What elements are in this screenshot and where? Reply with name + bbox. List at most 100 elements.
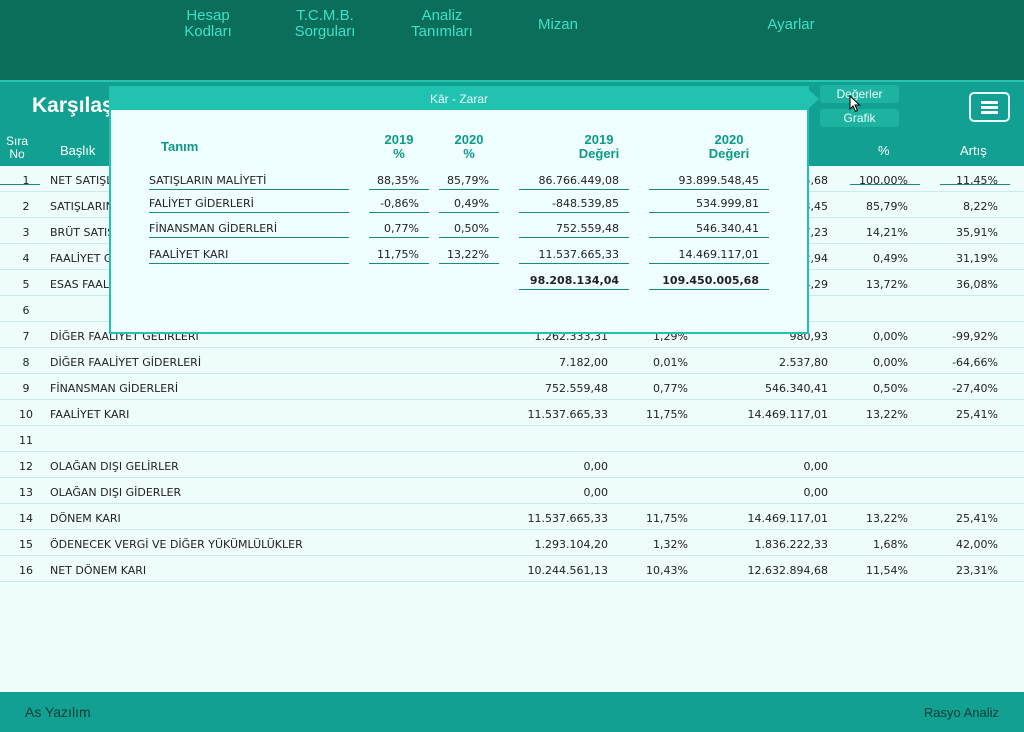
cell-p2019: 1,32% <box>653 538 688 551</box>
cell-no: 12 <box>19 460 33 473</box>
popup-cell-v2019: -848.539,85 <box>519 197 629 213</box>
cell-v2019: 1.293.104,20 <box>534 538 608 551</box>
table-row[interactable]: 8 DİĞER FAALİYET GİDERLERİ 7.182,00 0,01% 2.… <box>0 348 1024 374</box>
nav-tcmb-sorgulari[interactable]: T.C.M.B. Sorguları <box>294 7 356 40</box>
table-row[interactable]: 12 OLAĞAN DIŞI GELİRLER 0,00 0,00 <box>0 452 1024 478</box>
table-row[interactable]: 11 <box>0 426 1024 452</box>
page-title: Karşılaş <box>32 94 114 117</box>
cell-v2020: 2,94 <box>803 252 829 265</box>
tab-degerler[interactable]: Değerler <box>820 85 899 103</box>
cell-no: 5 <box>22 278 30 291</box>
cell-p2020: 13,22% <box>866 512 908 525</box>
header-baslik: Başlık <box>60 143 96 158</box>
kar-zarar-popup: Kâr - Zarar Tanım 2019% 2020% 2019 Değeri… <box>109 86 819 334</box>
popup-title: Kâr - Zarar <box>111 88 819 110</box>
cell-v2020: 0,00 <box>803 460 829 473</box>
cell-title: NET DÖNEM KARI <box>50 564 147 577</box>
popup-cell-p2020: 0,49% <box>439 197 499 213</box>
popup-cell-name: FAALİYET KARI <box>149 248 349 264</box>
nav-hesap-kodlari[interactable]: Hesap Kodları <box>184 7 232 40</box>
popup-header-2019-pct: 2019% <box>384 132 414 161</box>
cell-title: FİNANSMAN GİDERLERİ <box>50 382 179 395</box>
footer-app-name: Rasyo Analiz <box>923 705 999 720</box>
nav-mizan[interactable]: Mizan <box>537 16 578 33</box>
popup-total-2020: 109.450.005,68 <box>649 274 769 290</box>
cell-artis: -99,92% <box>952 330 998 343</box>
cell-no: 2 <box>22 200 30 213</box>
cell-underline <box>940 171 1010 185</box>
table-row[interactable]: 13 OLAĞAN DIŞI GİDERLER 0,00 0,00 <box>0 478 1024 504</box>
cell-no: 1 <box>22 174 30 187</box>
cell-p2020: 100,00% <box>859 174 908 187</box>
cell-artis: 23,31% <box>956 564 998 577</box>
popup-total-2019: 98.208.134,04 <box>519 274 629 290</box>
tab-grafik[interactable]: Grafik <box>820 109 899 127</box>
cell-artis: 35,91% <box>956 226 998 239</box>
cell-artis: 36,08% <box>956 278 998 291</box>
table-row[interactable]: 14 DÖNEM KARI 11.537.665,33 11,75% 14.469.11… <box>0 504 1024 530</box>
cell-title: SATIŞLARIN <box>50 200 114 213</box>
popup-cell-p2019: -0,86% <box>369 197 429 213</box>
nav-ayarlar[interactable]: Ayarlar <box>767 16 815 33</box>
popup-cell-v2019: 11.537.665,33 <box>519 248 629 264</box>
cell-artis: -27,40% <box>952 382 998 395</box>
cell-v2020: 2.537,80 <box>779 356 828 369</box>
cell-p2020: 0,49% <box>873 252 908 265</box>
popup-header-2019-value: 2019 Değeri <box>578 132 620 161</box>
popup-cell-p2020: 13,22% <box>439 248 499 264</box>
cell-p2019: 0,01% <box>653 356 688 369</box>
cell-v2020: 7,23 <box>803 226 829 239</box>
cell-underline <box>0 171 40 185</box>
top-nav: Hesap Kodları T.C.M.B. Sorguları Analiz Tan… <box>0 0 1024 80</box>
hamburger-menu-button[interactable] <box>969 92 1010 122</box>
table-row[interactable]: 16 NET DÖNEM KARI 10.244.561,13 10,43% 12.63… <box>0 556 1024 582</box>
cell-p2020: 13,22% <box>866 408 908 421</box>
cell-v2020: 14.469.117,01 <box>747 408 828 421</box>
cell-p2020: 14,21% <box>866 226 908 239</box>
footer-company: As Yazılım <box>25 704 91 720</box>
table-row[interactable]: 10 FAALİYET KARI 11.537.665,33 11,75% 14.469… <box>0 400 1024 426</box>
popup-cell-p2020: 85,79% <box>439 174 499 190</box>
cell-v2019: 0,00 <box>583 460 609 473</box>
cell-v2019: 7.182,00 <box>559 356 608 369</box>
popup-cell-p2019: 88,35% <box>369 174 429 190</box>
cell-title: FAALİYET G <box>50 252 113 265</box>
popup-cell-name: SATIŞLARIN MALİYETİ <box>149 174 349 190</box>
cell-p2020: 11,54% <box>866 564 908 577</box>
cell-p2019: 10,43% <box>646 564 688 577</box>
cell-artis: 11,45% <box>956 174 998 187</box>
popup-cell-name: FALİYET GİDERLERİ <box>149 197 349 213</box>
table-row[interactable]: 15 ÖDENECEK VERGİ VE DİĞER YÜKÜMLÜLÜKLER 1… <box>0 530 1024 556</box>
cell-no: 11 <box>19 434 33 447</box>
cell-v2020: 1.836.222,33 <box>754 538 828 551</box>
cell-no: 9 <box>22 382 30 395</box>
cell-artis: 25,41% <box>956 408 998 421</box>
cell-v2019: 752.559,48 <box>545 382 608 395</box>
cell-no: 4 <box>22 252 30 265</box>
cell-v2019: 11.537.665,33 <box>527 408 608 421</box>
cell-underline <box>850 171 920 185</box>
cell-p2020: 0,00% <box>873 356 908 369</box>
cell-p2019: 0,77% <box>653 382 688 395</box>
nav-analiz-tanimlari[interactable]: Analiz Tanımları <box>411 7 473 40</box>
table-row[interactable]: 9 FİNANSMAN GİDERLERİ 752.559,48 0,77% 546.3… <box>0 374 1024 400</box>
header-percent: % <box>878 143 890 158</box>
cell-title: NET SATIŞLA <box>50 174 121 187</box>
cell-p2019: 11,75% <box>646 408 688 421</box>
mouse-cursor-icon <box>849 95 861 113</box>
cell-v2020: 546.340,41 <box>765 382 828 395</box>
cell-artis: 42,00% <box>956 538 998 551</box>
cell-v2020: 3,45 <box>803 200 829 213</box>
cell-v2019: 0,00 <box>583 486 609 499</box>
cell-no: 10 <box>19 408 33 421</box>
cell-v2020: 12.632.894,68 <box>747 564 828 577</box>
popup-cell-p2020: 0,50% <box>439 222 499 238</box>
cell-title: OLAĞAN DIŞI GİDERLER <box>50 486 182 499</box>
header-artis: Artış <box>960 143 987 158</box>
cell-p2020: 0,00% <box>873 330 908 343</box>
cell-p2020: 13,72% <box>866 278 908 291</box>
cell-title: BRÜT SATIŞ <box>50 226 115 239</box>
cell-title: ÖDENECEK VERGİ VE DİĞER YÜKÜMLÜLÜKLER <box>50 538 303 551</box>
cell-no: 14 <box>19 512 33 525</box>
popup-cell-v2020: 546.340,41 <box>649 222 769 238</box>
